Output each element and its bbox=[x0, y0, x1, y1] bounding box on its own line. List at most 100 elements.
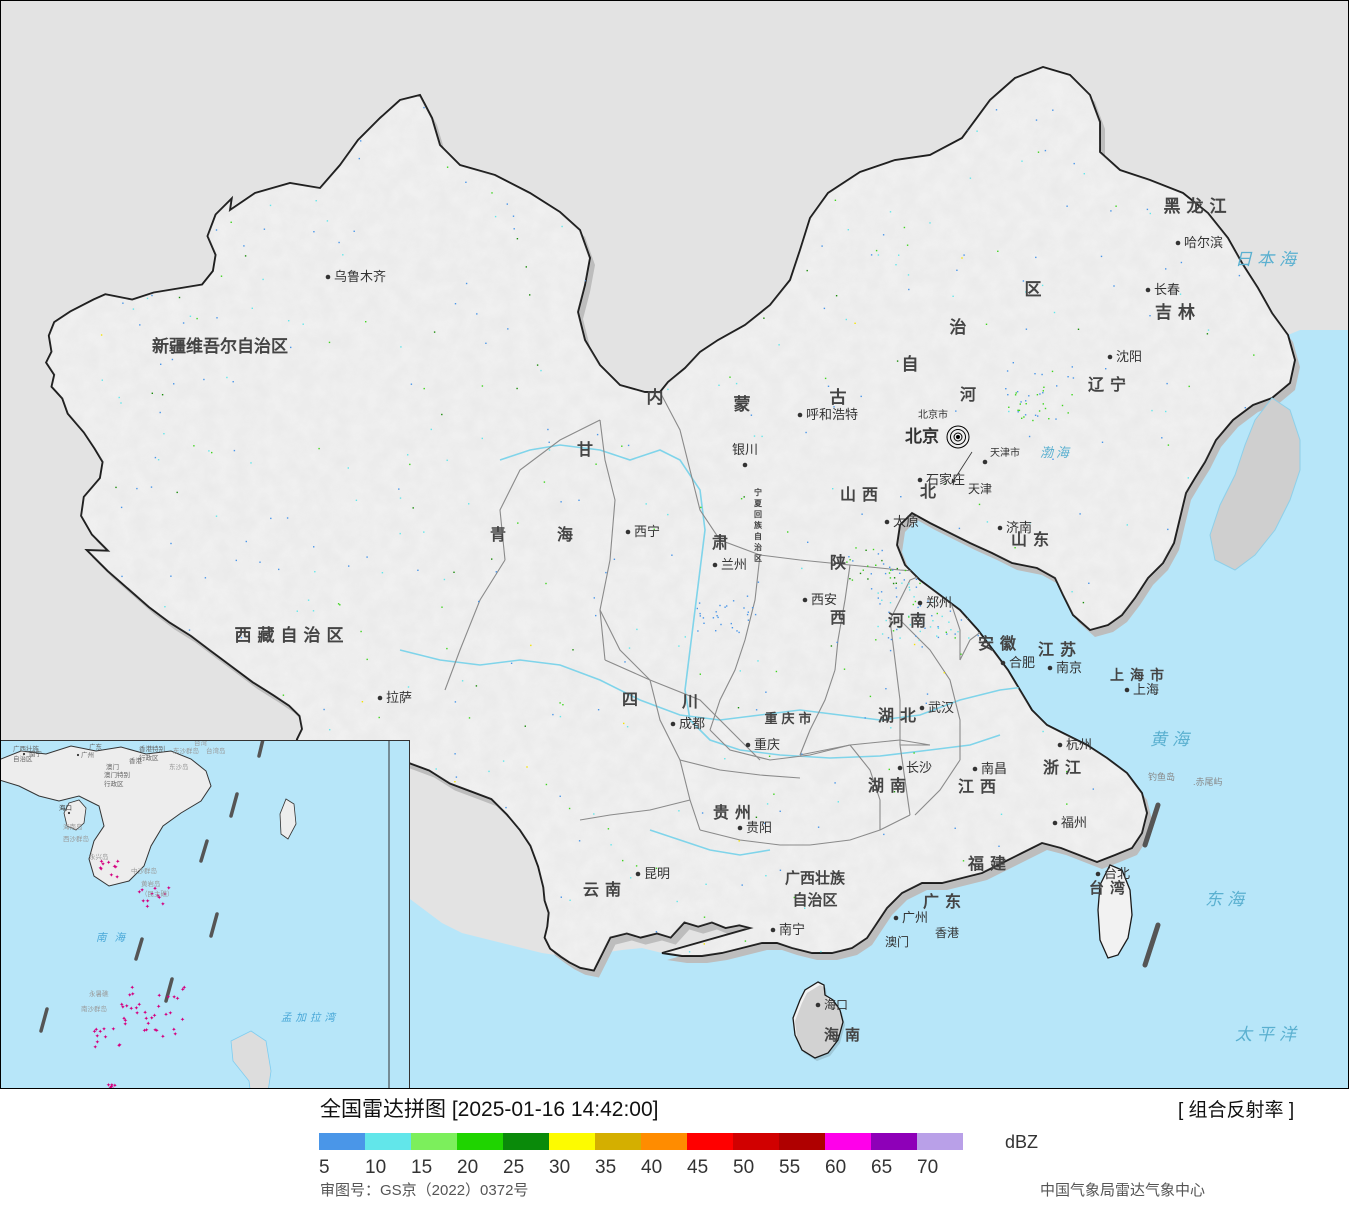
svg-text:四: 四 bbox=[622, 692, 638, 709]
svg-text:（民主礁）: （民主礁） bbox=[141, 889, 174, 898]
svg-text:20: 20 bbox=[457, 1157, 478, 1178]
svg-text:45: 45 bbox=[687, 1157, 708, 1178]
svg-text:✦: ✦ bbox=[160, 1034, 165, 1041]
svg-text:重庆: 重庆 bbox=[754, 737, 780, 752]
svg-text:✦: ✦ bbox=[154, 1028, 159, 1035]
svg-text:✦: ✦ bbox=[145, 898, 150, 905]
svg-text:天津市: 天津市 bbox=[990, 446, 1020, 459]
svg-text:陕: 陕 bbox=[830, 553, 846, 572]
svg-text:长春: 长春 bbox=[1154, 282, 1180, 297]
svg-text:济南: 济南 bbox=[1006, 520, 1032, 535]
svg-text:✦: ✦ bbox=[113, 864, 118, 871]
svg-text:海: 海 bbox=[557, 525, 573, 544]
svg-text:南沙群岛: 南沙群岛 bbox=[81, 1004, 107, 1013]
svg-text:区: 区 bbox=[754, 554, 762, 563]
svg-text:湖北: 湖北 bbox=[878, 707, 922, 725]
svg-text:上海: 上海 bbox=[1133, 682, 1159, 697]
svg-text:✦: ✦ bbox=[166, 994, 171, 1001]
svg-text:✦: ✦ bbox=[102, 1026, 107, 1033]
svg-text:福建: 福建 bbox=[967, 854, 1012, 873]
svg-text:成都: 成都 bbox=[679, 716, 705, 731]
svg-text:海口: 海口 bbox=[59, 803, 72, 812]
svg-text:永暑礁: 永暑礁 bbox=[89, 989, 109, 998]
svg-text:台湾: 台湾 bbox=[1089, 879, 1131, 897]
svg-text:夏: 夏 bbox=[753, 499, 763, 508]
svg-text:贵阳: 贵阳 bbox=[746, 820, 772, 835]
svg-text:✦: ✦ bbox=[134, 1005, 139, 1012]
svg-text:西藏自治区: 西藏自治区 bbox=[235, 625, 350, 645]
svg-text:银川: 银川 bbox=[732, 442, 758, 457]
svg-text:吉林: 吉林 bbox=[1155, 302, 1201, 322]
svg-text:江苏: 江苏 bbox=[1038, 640, 1082, 659]
svg-text:湖南: 湖南 bbox=[868, 776, 912, 795]
svg-text:甘: 甘 bbox=[577, 441, 593, 459]
svg-text:北: 北 bbox=[920, 483, 936, 501]
svg-text:云南: 云南 bbox=[583, 880, 627, 899]
svg-text:✦: ✦ bbox=[157, 993, 162, 1000]
svg-text:35: 35 bbox=[595, 1157, 616, 1178]
svg-text:西沙群岛: 西沙群岛 bbox=[63, 834, 89, 843]
svg-text:✦: ✦ bbox=[143, 1010, 148, 1017]
svg-text:✦: ✦ bbox=[172, 994, 177, 1001]
svg-text:太平洋: 太平洋 bbox=[1235, 1025, 1301, 1044]
svg-text:宁: 宁 bbox=[754, 487, 762, 497]
svg-text:✦: ✦ bbox=[180, 987, 185, 994]
svg-text:南宁: 南宁 bbox=[779, 922, 805, 937]
svg-text:西: 西 bbox=[830, 609, 846, 627]
svg-text:台北: 台北 bbox=[1104, 866, 1130, 881]
svg-text:江西: 江西 bbox=[958, 778, 1002, 796]
svg-text:海南: 海南 bbox=[824, 1026, 866, 1044]
svg-text:呼和浩特: 呼和浩特 bbox=[806, 407, 858, 422]
svg-text:海口: 海口 bbox=[824, 997, 848, 1012]
svg-text:✦: ✦ bbox=[142, 1028, 147, 1035]
svg-text:65: 65 bbox=[871, 1157, 892, 1178]
svg-text:✦: ✦ bbox=[103, 1034, 108, 1041]
svg-text:[ 组合反射率 ]: [ 组合反射率 ] bbox=[1178, 1099, 1294, 1121]
svg-text:昆明: 昆明 bbox=[644, 866, 670, 881]
svg-text:55: 55 bbox=[779, 1157, 800, 1178]
svg-text:✦: ✦ bbox=[152, 1013, 157, 1020]
svg-text:海南岛: 海南岛 bbox=[63, 822, 83, 831]
svg-text:古: 古 bbox=[830, 387, 847, 407]
svg-text:合肥: 合肥 bbox=[1009, 655, 1035, 670]
svg-text:南昌: 南昌 bbox=[981, 761, 1007, 776]
svg-text:日本海: 日本海 bbox=[1235, 250, 1301, 269]
svg-text:上海市: 上海市 bbox=[1110, 667, 1170, 683]
svg-text:澳门特别: 澳门特别 bbox=[104, 770, 130, 779]
svg-text:广州: 广州 bbox=[902, 910, 928, 925]
svg-text:✦: ✦ bbox=[123, 1021, 128, 1028]
svg-text:北京: 北京 bbox=[905, 426, 939, 446]
svg-text:武汉: 武汉 bbox=[928, 700, 954, 715]
svg-text:✦: ✦ bbox=[111, 1026, 116, 1033]
svg-text:✦: ✦ bbox=[101, 861, 106, 868]
svg-text:辽宁: 辽宁 bbox=[1088, 375, 1132, 394]
svg-text:沈阳: 沈阳 bbox=[1116, 349, 1142, 364]
svg-text:5: 5 bbox=[319, 1157, 330, 1178]
svg-text:黑龙江: 黑龙江 bbox=[1164, 196, 1233, 216]
svg-text:东沙群岛: 东沙群岛 bbox=[173, 746, 199, 755]
svg-text:自: 自 bbox=[902, 354, 919, 374]
svg-text:✦: ✦ bbox=[124, 1003, 129, 1010]
svg-text:区: 区 bbox=[1025, 280, 1042, 299]
svg-text:台湾: 台湾 bbox=[194, 741, 208, 747]
svg-text:川: 川 bbox=[681, 694, 698, 711]
svg-text:兰州: 兰州 bbox=[721, 557, 747, 572]
svg-text:广东: 广东 bbox=[89, 742, 103, 751]
svg-text:肃: 肃 bbox=[712, 534, 728, 552]
svg-text:永兴岛: 永兴岛 bbox=[89, 852, 109, 861]
svg-text:安徽: 安徽 bbox=[978, 634, 1022, 653]
svg-text:行政区: 行政区 bbox=[104, 779, 124, 788]
svg-text:澳门: 澳门 bbox=[885, 934, 909, 949]
svg-text:✦: ✦ bbox=[160, 901, 165, 908]
svg-text:30: 30 bbox=[549, 1157, 570, 1178]
svg-text:✦: ✦ bbox=[171, 1026, 176, 1033]
svg-text:✦: ✦ bbox=[180, 1017, 185, 1024]
svg-text:✦: ✦ bbox=[115, 874, 120, 881]
svg-text:郑州: 郑州 bbox=[926, 595, 952, 610]
svg-text:南海: 南海 bbox=[96, 932, 133, 944]
svg-text:50: 50 bbox=[733, 1157, 754, 1178]
svg-text:蒙: 蒙 bbox=[734, 394, 751, 414]
svg-text:乌鲁木齐: 乌鲁木齐 bbox=[334, 269, 386, 284]
svg-text:✦: ✦ bbox=[119, 1002, 124, 1009]
svg-text:西安: 西安 bbox=[811, 592, 837, 607]
